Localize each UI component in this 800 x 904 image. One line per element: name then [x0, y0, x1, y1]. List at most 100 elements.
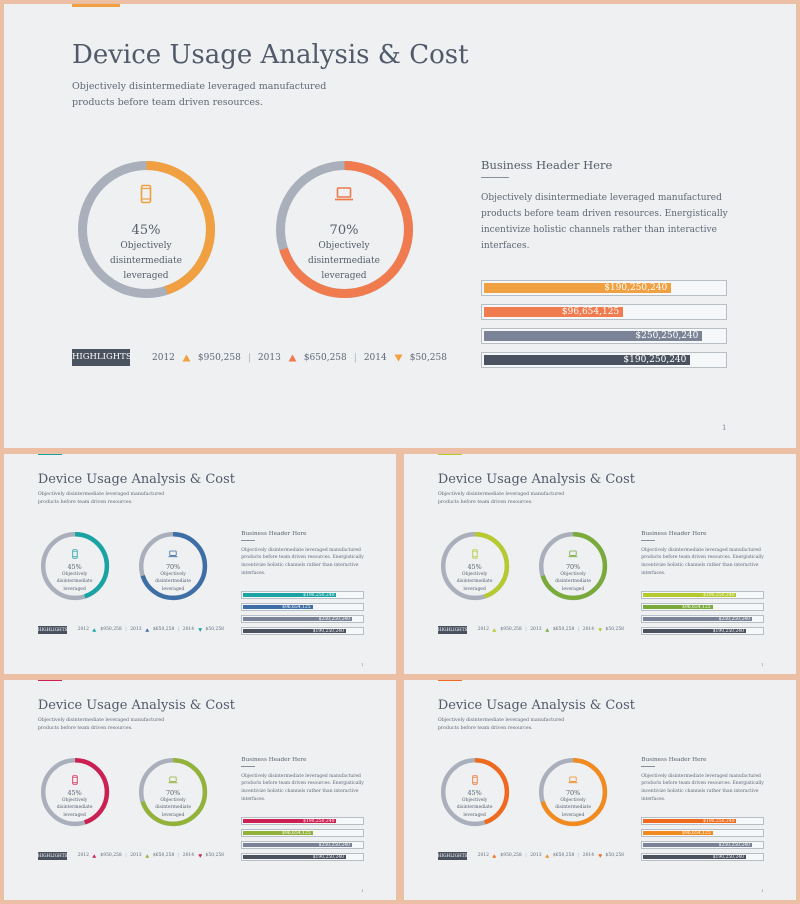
cost-bar-value: $96,654,125 — [282, 830, 311, 836]
business-header: Business Header Here — [641, 756, 707, 763]
phone-icon — [71, 548, 78, 559]
cost-bar-1: $190,250,240 — [241, 591, 364, 600]
cost-bar-value: $190,250,240 — [712, 628, 744, 634]
page-number: 1 — [722, 424, 727, 432]
slide-thumbnail-lime[interactable]: Device Usage Analysis & Cost Objectively … — [404, 454, 796, 674]
cost-bar-2: $96,654,125 — [641, 603, 764, 612]
cost-bar-fill: $190,250,240 — [243, 855, 346, 860]
cost-bar-3: $250,250,240 — [241, 841, 364, 850]
cost-bar-fill: $190,250,240 — [643, 593, 737, 598]
cost-bar-3: $250,250,240 — [641, 615, 764, 624]
cost-bar-fill: $190,250,240 — [643, 628, 746, 634]
highlight-value: $50,258 — [605, 853, 625, 859]
highlight-value: $650,258 — [152, 627, 175, 633]
cost-bar-3: $250,250,240 — [241, 615, 364, 624]
cost-bar-fill: $250,250,240 — [484, 331, 703, 341]
donut-ring — [440, 531, 509, 601]
highlights-row: 2012 $950,258 | 2013 $650,258 | 2014 $50,258 — [152, 349, 447, 366]
highlight-value: $650,258 — [152, 853, 175, 859]
donut-chart-2: 70% Objectively disintermediate leveraged — [138, 531, 208, 601]
cost-bar-fill: $96,654,125 — [643, 831, 713, 836]
triangle-down-icon — [197, 628, 202, 632]
highlight-value: $950,258 — [500, 853, 522, 859]
triangle-down-icon — [597, 628, 602, 632]
slide-thumbnail-orange[interactable]: Device Usage Analysis & Cost Objectively … — [404, 680, 796, 900]
donut-percent: 45% — [131, 223, 161, 238]
highlight-value: $950,258 — [197, 352, 241, 363]
highlights-row: 2012 $950,258 | 2013 $650,258 | 2014 $50,258 — [478, 852, 624, 860]
cost-bar-value: $190,250,240 — [623, 355, 687, 365]
business-header-divider — [241, 766, 256, 768]
highlights-badge: HIGHLIGHTS — [437, 851, 467, 861]
business-header: Business Header Here — [641, 530, 707, 537]
highlight-year: 2013 — [130, 627, 142, 633]
highlight-year: 2014 — [182, 853, 195, 859]
cost-bar-fill: $96,654,125 — [243, 830, 313, 836]
cost-bar-fill: $190,250,240 — [643, 854, 746, 860]
donut-caption: Objectively disintermediate leveraged — [155, 797, 191, 818]
page-number: 1 — [761, 662, 764, 667]
cost-bar-fill: $190,250,240 — [484, 283, 672, 293]
triangle-down-icon — [394, 354, 403, 361]
slide-thumbnail-teal[interactable]: Device Usage Analysis & Cost Objectively … — [4, 454, 396, 674]
slide-thumbnail-crimson[interactable]: Device Usage Analysis & Cost Objectively … — [4, 680, 396, 900]
donut-icon-wrap — [470, 770, 480, 789]
slide-accent-bar — [72, 4, 120, 7]
donut-ring — [77, 160, 215, 298]
highlights-row: 2012 $950,258 | 2013 $650,258 | 2014 $50,258 — [478, 626, 624, 634]
business-header: Business Header Here — [481, 158, 613, 172]
donut-ring — [40, 531, 109, 601]
laptop-icon — [168, 776, 178, 783]
cost-bar-2: $96,654,125 — [641, 829, 764, 838]
triangle-up-icon — [145, 854, 150, 858]
cost-bar-fill: $250,250,240 — [643, 617, 752, 622]
donut-percent: 45% — [467, 788, 482, 797]
highlight-year: 2012 — [477, 853, 489, 859]
donut-progress — [539, 757, 608, 827]
phone-icon — [471, 774, 478, 785]
slide-accent-bar — [37, 680, 62, 682]
business-text: Objectively disintermediate leveraged ma… — [241, 547, 364, 577]
donut-icon-wrap — [168, 770, 178, 789]
cost-bar-1: $190,250,240 — [481, 280, 727, 296]
highlight-separator: | — [177, 853, 180, 859]
donut-icon-wrap — [334, 184, 354, 208]
highlight-year: 2012 — [77, 627, 89, 633]
business-text: Objectively disintermediate leveraged ma… — [641, 547, 764, 577]
highlights-badge: HIGHLIGHTS — [437, 625, 467, 635]
highlight-separator: | — [247, 352, 251, 363]
donut-ring — [275, 160, 413, 298]
cost-bar-value: $250,250,240 — [718, 842, 750, 848]
donut-chart-1: 45% Objectively disintermediate leveraged — [440, 531, 510, 601]
cost-bar-fill: $190,250,240 — [243, 629, 346, 634]
page-title: Device Usage Analysis & Cost — [37, 697, 235, 713]
slide-main[interactable]: Device Usage Analysis & Cost Objectively … — [4, 4, 796, 448]
donut-progress — [440, 531, 509, 601]
page-subtitle: Objectively disintermediate leveraged ma… — [37, 718, 165, 732]
highlight-separator: | — [353, 352, 357, 363]
triangle-up-icon — [92, 628, 97, 632]
business-header: Business Header Here — [241, 756, 307, 763]
donut-chart-2: 70% Objectively disintermediate leveraged — [538, 757, 608, 827]
business-header-divider — [481, 177, 509, 179]
cost-bar-value: $190,250,240 — [712, 854, 744, 860]
cost-bar-value: $190,250,240 — [604, 283, 668, 293]
highlight-value: $950,258 — [100, 627, 122, 633]
cost-bar-fill: $96,654,125 — [243, 605, 313, 610]
highlight-year: 2012 — [77, 853, 89, 859]
highlights-badge: HIGHLIGHTS — [37, 625, 67, 635]
page-subtitle: Objectively disintermediate leveraged ma… — [37, 492, 165, 506]
donut-icon-wrap — [70, 544, 80, 563]
donut-ring — [539, 757, 608, 827]
donut-chart-2: 70% Objectively disintermediate leveraged — [274, 159, 415, 300]
highlight-value: $950,258 — [100, 853, 122, 859]
cost-bar-value: $250,250,240 — [635, 331, 699, 341]
donut-caption: Objectively disintermediate leveraged — [155, 571, 191, 592]
donut-percent: 70% — [565, 562, 581, 571]
highlight-value: $50,258 — [409, 352, 447, 363]
donut-chart-1: 45% Objectively disintermediate leveraged — [40, 531, 110, 601]
donut-caption: Objectively disintermediate leveraged — [555, 797, 591, 818]
phone-icon — [71, 774, 78, 785]
cost-bar-2: $96,654,125 — [241, 829, 364, 838]
business-text: Objectively disintermediate leveraged ma… — [641, 773, 764, 803]
